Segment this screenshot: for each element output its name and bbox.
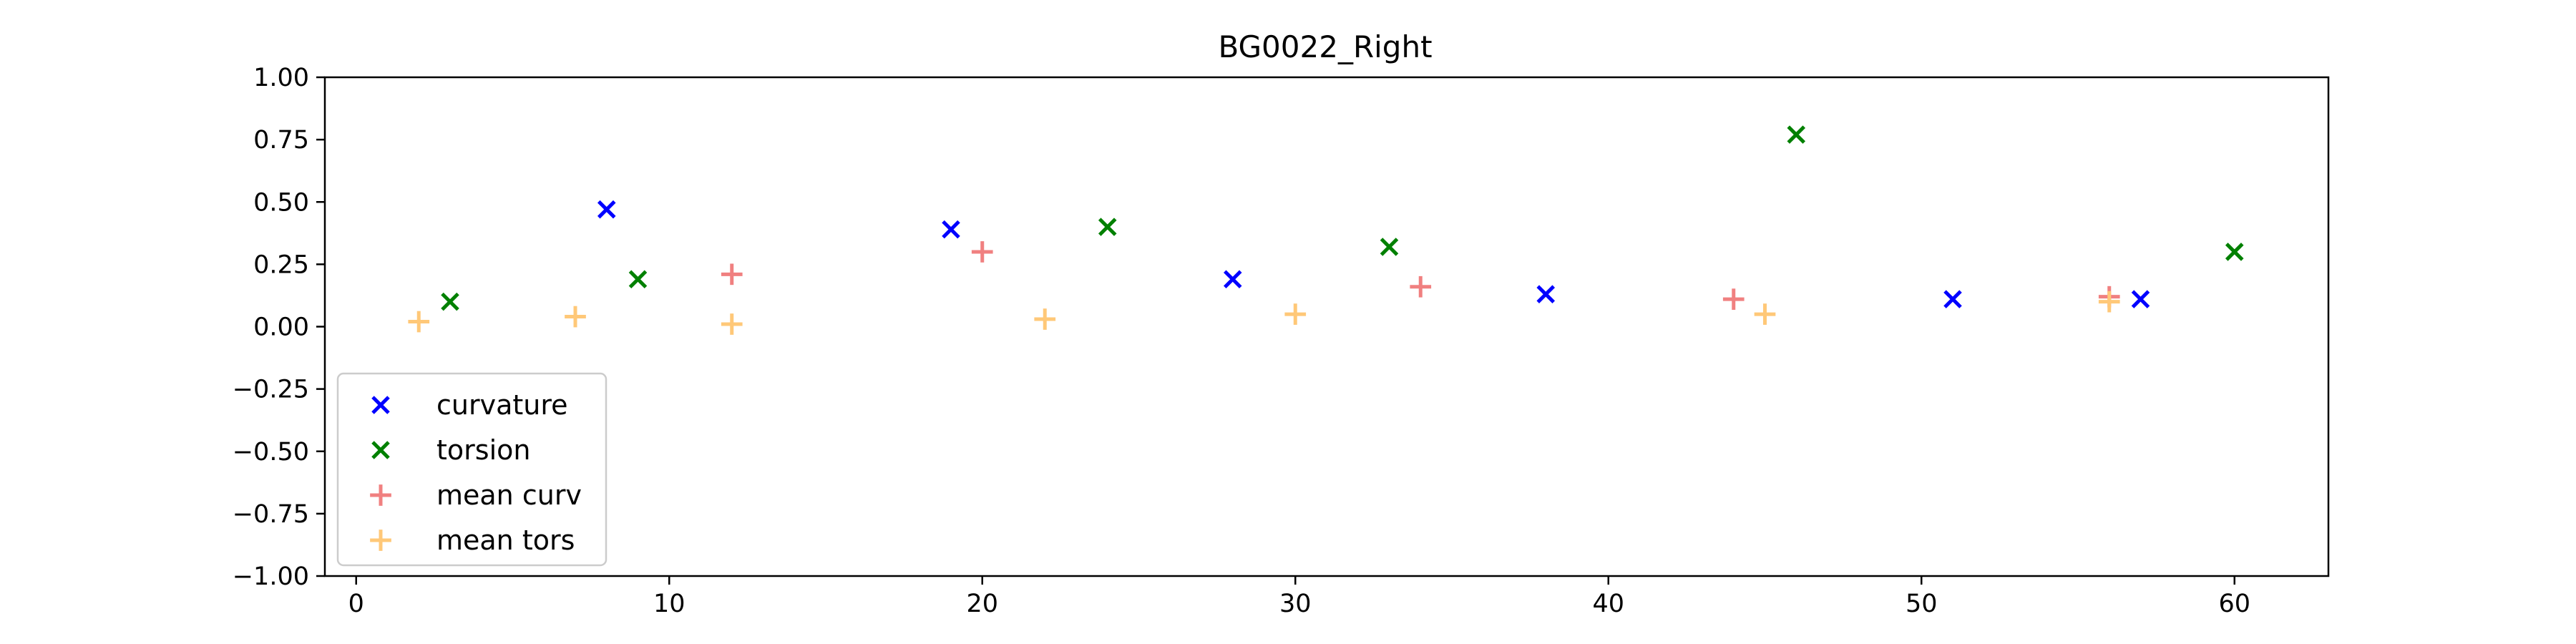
point-mean-tors <box>565 306 586 328</box>
axis-ticks: 0 10 20 30 40 50 60 1.00 0.75 0.50 0.25 0.00 −0.25 −0… <box>233 64 2250 618</box>
point-torsion <box>1787 125 1806 144</box>
point-mean-curv <box>1410 275 1432 298</box>
point-curvature <box>1223 270 1242 289</box>
legend-box <box>336 372 608 567</box>
legend-marker-mean-tors <box>370 530 391 551</box>
marker-stroke <box>2225 243 2244 261</box>
legend-label-mean-tors: mean tors <box>436 525 575 556</box>
point-curvature <box>942 220 960 239</box>
marker-stroke <box>441 292 459 311</box>
marker-stroke <box>1098 218 1117 236</box>
x-tick-label: 20 <box>966 590 998 618</box>
plot-area-frame <box>323 76 2330 577</box>
marker-stroke <box>1380 238 1399 256</box>
point-curvature <box>1943 290 1962 308</box>
point-curvature <box>597 200 616 219</box>
y-tick-label: 1.00 <box>253 64 309 92</box>
marker-stroke <box>1536 285 1556 303</box>
x-tick-label: 50 <box>1906 590 1938 618</box>
y-tick-label: 0.50 <box>253 188 309 217</box>
legend-marker-curvature <box>371 396 390 414</box>
point-torsion <box>441 292 459 311</box>
legend-marker-torsion <box>371 441 390 459</box>
y-tick-label: −1.00 <box>233 562 309 591</box>
point-mean-tors <box>2098 291 2120 313</box>
x-tick-label: 60 <box>2218 590 2250 618</box>
marker-stroke <box>1943 290 1962 308</box>
point-torsion <box>1380 238 1399 256</box>
legend-label-torsion: torsion <box>436 434 530 466</box>
legend-label-mean-curv: mean curv <box>436 479 582 511</box>
marker-stroke <box>597 200 616 219</box>
point-torsion <box>2225 243 2244 261</box>
data-points <box>408 125 2244 335</box>
point-curvature <box>2131 290 2150 308</box>
marker-stroke <box>1787 125 1806 144</box>
y-tick-label: −0.75 <box>233 500 309 529</box>
legend-label-curvature: curvature <box>436 389 568 421</box>
marker-stroke <box>1223 270 1242 289</box>
marker-stroke <box>371 396 390 414</box>
x-tick-label: 30 <box>1279 590 1312 618</box>
point-mean-tors <box>1754 303 1776 325</box>
marker-stroke <box>628 270 648 289</box>
legend-marker-mean-curv <box>370 484 391 506</box>
y-tick-label: 0.25 <box>253 250 309 279</box>
legend: curvature torsion mean curv mean tors <box>336 372 608 567</box>
x-tick-label: 40 <box>1592 590 1624 618</box>
marker-stroke <box>2131 290 2150 308</box>
marker-stroke <box>371 441 390 459</box>
y-tick-label: 0.75 <box>253 126 309 155</box>
point-mean-curv <box>721 263 743 286</box>
x-tick-label: 10 <box>653 590 686 618</box>
point-mean-tors <box>1284 303 1307 325</box>
y-tick-label: 0.00 <box>253 313 309 342</box>
point-mean-tors <box>1034 308 1056 330</box>
point-torsion <box>628 270 648 289</box>
point-mean-curv <box>1722 288 1745 311</box>
y-tick-label: −0.25 <box>233 376 309 404</box>
point-mean-curv <box>971 241 993 263</box>
point-torsion <box>1098 218 1117 236</box>
y-tick-label: −0.50 <box>233 438 309 467</box>
point-mean-tors <box>408 311 430 333</box>
point-mean-tors <box>721 313 743 335</box>
marker-stroke <box>942 220 960 239</box>
point-curvature <box>1536 285 1556 303</box>
chart-title: BG0022_Right <box>1218 29 1432 64</box>
x-tick-label: 0 <box>348 590 364 618</box>
